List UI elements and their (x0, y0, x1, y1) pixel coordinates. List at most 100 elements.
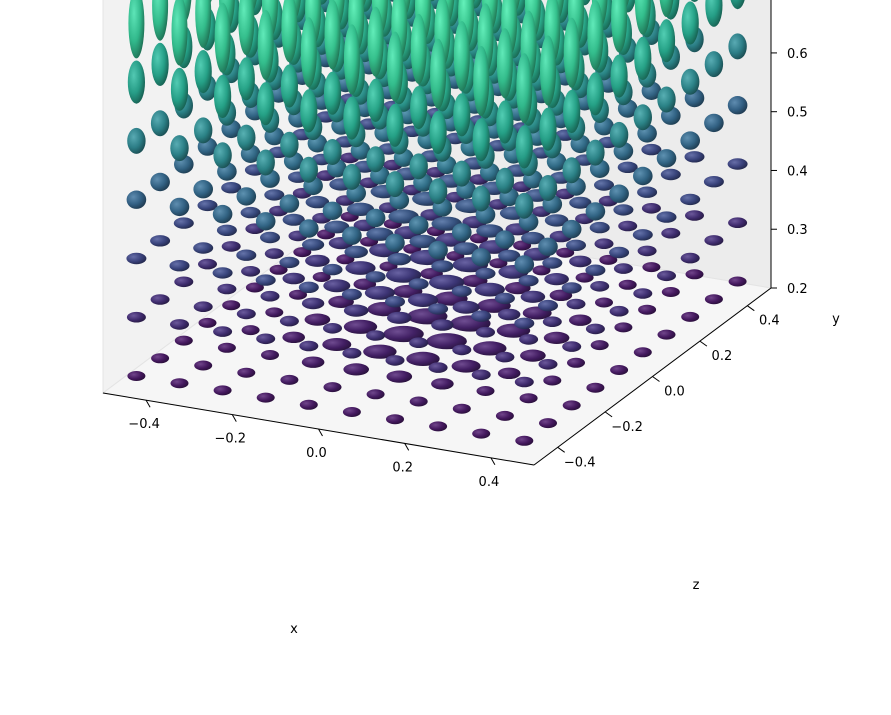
ellipsoid-glyph (453, 93, 471, 137)
ellipsoid-glyph (514, 376, 534, 388)
ellipsoid-glyph (599, 254, 618, 265)
ellipsoid-glyph (681, 311, 700, 322)
ellipsoid-glyph (261, 350, 279, 360)
ellipsoid-glyph (561, 282, 582, 294)
ellipsoid-glyph (585, 323, 605, 335)
ellipsoid-glyph (256, 392, 275, 403)
ellipsoid-glyph (633, 347, 652, 358)
ellipsoid-glyph (221, 241, 241, 252)
z-tick (699, 340, 708, 347)
ellipsoid-glyph (452, 344, 472, 356)
ellipsoid-glyph (366, 146, 385, 173)
ellipsoid-glyph (617, 161, 638, 173)
ellipsoid-glyph (618, 220, 638, 232)
ellipsoid-glyph (409, 153, 428, 180)
ellipsoid-glyph (365, 271, 386, 283)
ellipsoid-glyph (495, 351, 515, 363)
ellipsoid-glyph (385, 171, 405, 198)
ellipsoid-glyph (299, 219, 319, 238)
ellipsoid-glyph (641, 203, 661, 214)
ellipsoid-glyph (324, 220, 350, 234)
ellipsoid-glyph (633, 288, 653, 299)
ellipsoid-glyph (345, 261, 376, 275)
ellipsoid-glyph (255, 212, 276, 231)
ellipsoid-glyph (519, 393, 538, 404)
ellipsoid-glyph (453, 21, 470, 92)
ellipsoid-glyph (152, 0, 169, 41)
ellipsoid-glyph (150, 172, 170, 192)
ellipsoid-glyph (638, 304, 657, 315)
ellipsoid-glyph (431, 260, 454, 273)
ellipsoid-glyph (451, 285, 472, 297)
ellipsoid-glyph (343, 304, 369, 317)
ellipsoid-glyph (633, 166, 653, 186)
ellipsoid-glyph (426, 333, 467, 350)
ellipsoid-glyph (661, 227, 681, 239)
ellipsoid-glyph (409, 337, 429, 349)
ellipsoid-glyph (544, 214, 569, 227)
ellipsoid-glyph (170, 135, 189, 162)
ellipsoid-glyph (150, 110, 170, 137)
ellipsoid-glyph (642, 262, 661, 273)
ellipsoid-glyph (586, 72, 605, 116)
ellipsoid-glyphs (126, 0, 748, 446)
ellipsoid-glyph (323, 279, 351, 293)
ellipsoid-glyph (408, 216, 429, 235)
ellipsoid-glyph (705, 0, 723, 27)
ellipsoid-glyph (212, 267, 233, 279)
ellipsoid-glyph (496, 28, 513, 99)
ellipsoid-glyph (198, 317, 217, 328)
ellipsoid-glyph (611, 0, 628, 53)
ellipsoid-glyph (657, 19, 676, 63)
ellipsoid-glyph (514, 255, 535, 274)
ellipsoid-glyph (704, 235, 724, 246)
x-tick-label: −0.2 (215, 432, 247, 447)
ellipsoid-glyph (609, 121, 629, 148)
ellipsoid-glyph (170, 67, 189, 111)
ellipsoid-glyph (497, 367, 521, 379)
ellipsoid-glyph (269, 264, 288, 275)
ellipsoid-glyph (475, 267, 496, 280)
ellipsoid-glyph (637, 245, 657, 257)
ellipsoid-glyph (474, 282, 505, 297)
ellipsoid-glyph (632, 229, 653, 241)
ellipsoid-glyph (661, 287, 680, 297)
z-axis-title: z (693, 578, 700, 593)
ellipsoid-glyph (428, 362, 448, 373)
ellipsoid-glyph (245, 282, 264, 293)
y-axis-title: y (832, 312, 840, 327)
ellipsoid-glyph (538, 175, 558, 201)
ellipsoid-glyph (590, 281, 610, 292)
ellipsoid-glyph (407, 293, 439, 307)
ellipsoid-glyph (562, 400, 581, 411)
ellipsoid-glyph (473, 341, 507, 356)
ellipsoid-glyph (216, 224, 237, 236)
z-tick-label: 0.2 (712, 349, 733, 364)
ellipsoid-glyph (281, 0, 298, 63)
ellipsoid-glyph (476, 326, 495, 338)
ellipsoid-glyph (659, 0, 674, 17)
ellipsoid-glyph (610, 54, 628, 98)
ellipsoid-glyph (406, 351, 440, 366)
ellipsoid-glyph (305, 254, 330, 267)
ellipsoid-glyph (298, 281, 319, 293)
ellipsoid-glyph (299, 340, 319, 352)
ellipsoid-glyph (280, 64, 298, 108)
ellipsoid-glyph (237, 57, 255, 101)
x-axis-title: x (290, 622, 298, 637)
ellipsoid-glyph (637, 186, 658, 198)
ellipsoid-glyph (452, 300, 480, 314)
ellipsoid-glyph (282, 213, 305, 226)
ellipsoid-glyph (323, 382, 342, 393)
z-tick-label: −0.4 (564, 455, 596, 470)
ellipsoid-glyph (428, 303, 449, 315)
ellipsoid-glyph (556, 247, 575, 258)
y-tick-label: 0.7 (787, 0, 808, 3)
ellipsoid-glyph (304, 313, 331, 326)
ellipsoid-glyph (569, 255, 592, 268)
ellipsoid-glyph (217, 342, 236, 353)
ellipsoid-glyph (657, 329, 676, 340)
ellipsoid-glyph (150, 294, 170, 305)
y-tick-label: 0.4 (787, 164, 808, 179)
ellipsoid-glyph (410, 86, 428, 130)
